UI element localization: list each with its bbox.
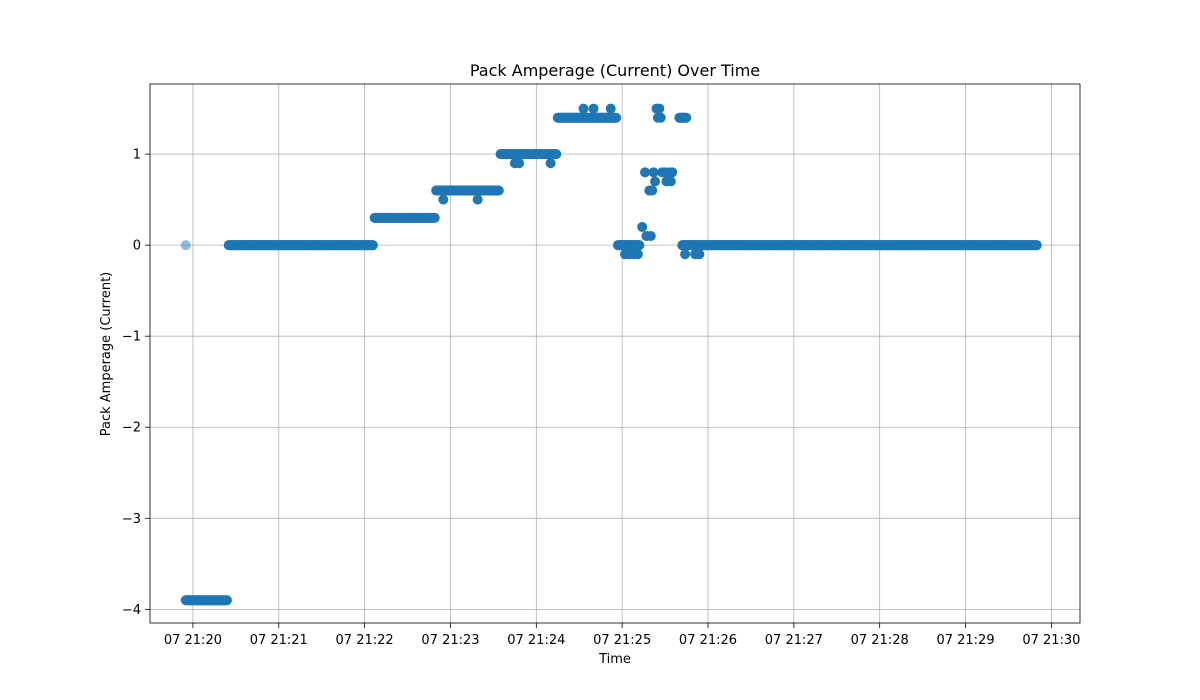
data-point: [647, 185, 658, 196]
x-tick-label: 07 21:30: [1022, 633, 1080, 648]
x-tick-label: 07 21:27: [765, 633, 823, 648]
data-point: [578, 103, 589, 114]
data-point: [694, 249, 705, 260]
data-point: [545, 158, 556, 169]
data-point: [632, 249, 643, 260]
data-point: [605, 103, 616, 114]
x-axis-label: Time: [598, 652, 631, 667]
x-tick-label: 07 21:23: [421, 633, 479, 648]
x-tick-label: 07 21:20: [164, 633, 222, 648]
data-points: [180, 103, 1042, 606]
data-point: [655, 112, 666, 123]
x-tick-label: 07 21:22: [336, 633, 394, 648]
data-point: [1031, 240, 1042, 251]
data-point: [180, 240, 191, 251]
x-tick-label: 07 21:26: [679, 633, 737, 648]
x-tick-label: 07 21:29: [936, 633, 994, 648]
y-tick-label: −4: [122, 603, 141, 618]
data-point: [551, 149, 562, 160]
y-tick-label: 1: [133, 148, 141, 163]
data-point: [221, 595, 232, 606]
data-point: [667, 167, 678, 178]
x-tick-label: 07 21:25: [593, 633, 651, 648]
data-point: [367, 240, 378, 251]
data-point: [637, 221, 648, 232]
y-tick-label: −1: [122, 330, 141, 345]
y-axis-ticks: −4 −3 −2 −1 0 1: [122, 148, 150, 618]
y-axis-label: Pack Amperage (Current): [99, 272, 114, 437]
y-tick-label: 0: [133, 239, 141, 254]
data-point: [438, 194, 449, 205]
data-point: [611, 112, 622, 123]
y-tick-label: −3: [122, 512, 141, 527]
data-point: [493, 185, 504, 196]
chart-title: Pack Amperage (Current) Over Time: [470, 61, 760, 80]
data-point: [429, 212, 440, 223]
data-point: [634, 240, 645, 251]
x-tick-label: 07 21:21: [250, 633, 308, 648]
x-axis-ticks: 07 21:20 07 21:21 07 21:22 07 21:23 07 21:24…: [164, 623, 1080, 648]
x-tick-label: 07 21:24: [507, 633, 565, 648]
x-tick-label: 07 21:28: [851, 633, 909, 648]
data-point: [640, 167, 651, 178]
plot-frame: [149, 83, 1081, 624]
data-point: [654, 103, 665, 114]
data-point: [588, 103, 599, 114]
grid-lines: [150, 84, 1080, 623]
data-point: [472, 194, 483, 205]
data-point: [648, 167, 659, 178]
data-point: [681, 112, 692, 123]
data-point: [514, 158, 525, 169]
data-point: [650, 176, 661, 187]
data-point: [645, 231, 656, 242]
data-point: [665, 176, 676, 187]
y-tick-label: −2: [122, 421, 141, 436]
data-point: [680, 249, 691, 260]
